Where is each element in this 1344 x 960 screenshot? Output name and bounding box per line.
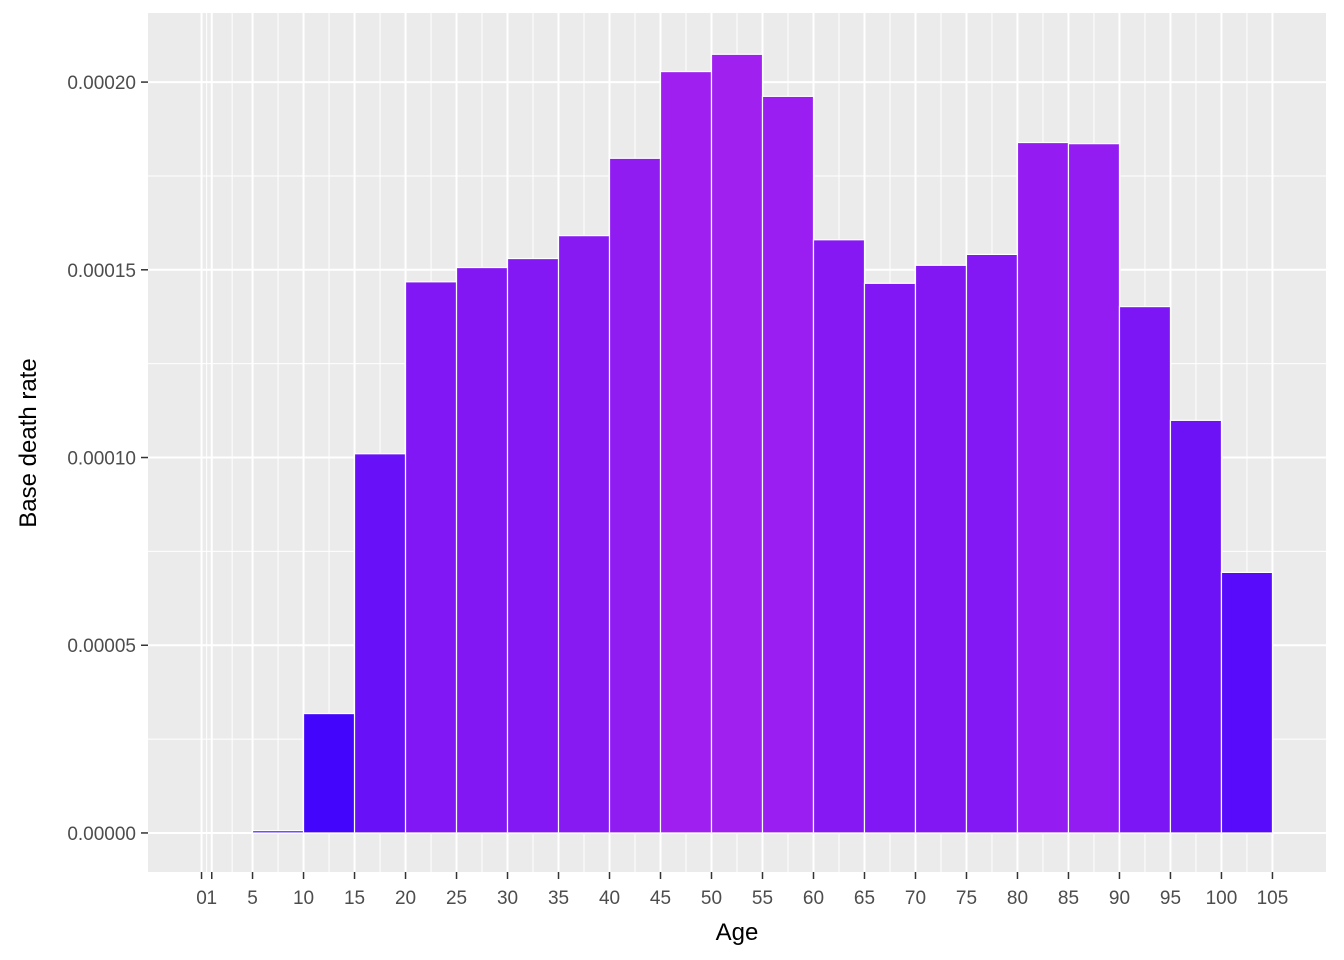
y-tick-label: 0.00010 (67, 449, 136, 470)
bar (1220, 571, 1274, 834)
bar (863, 282, 917, 834)
x-tick-label: 60 (803, 888, 824, 909)
x-tick-label: 70 (905, 888, 926, 909)
x-tick-label: 80 (1007, 888, 1028, 909)
y-tick-label: 0.00015 (67, 261, 136, 282)
x-tick-label: 65 (854, 888, 875, 909)
bar (557, 235, 611, 834)
bar (1067, 143, 1121, 834)
x-axis-title: Age (716, 919, 759, 946)
x-tick-label: 85 (1058, 888, 1079, 909)
y-axis: 0.00000 0.00005 0.00010 0.00015 0.00020 (67, 73, 148, 845)
x-tick-label: 0 (196, 888, 207, 909)
bar (761, 95, 815, 834)
bars-group (251, 53, 1274, 834)
x-tick-label: 5 (247, 888, 258, 909)
x-tick-label: 75 (956, 888, 977, 909)
bar (1118, 305, 1172, 834)
x-tick-label: 25 (446, 888, 467, 909)
bar (710, 53, 764, 834)
x-tick-label: 20 (395, 888, 416, 909)
y-axis-title: Base death rate (15, 358, 42, 527)
bar (455, 266, 509, 834)
bar (302, 712, 356, 834)
x-tick-label: 40 (599, 888, 620, 909)
bar (353, 453, 407, 834)
x-tick-label: 100 (1206, 888, 1238, 909)
bar (251, 830, 305, 834)
y-tick-label: 0.00020 (67, 73, 136, 94)
x-tick-label: 35 (548, 888, 569, 909)
x-axis: 0 1 5 10 15 20 25 30 35 40 45 50 55 60 65 70 75 80 85 90 95 1… (196, 872, 1288, 909)
bar (608, 157, 662, 834)
x-tick-label: 50 (701, 888, 722, 909)
bar (1169, 419, 1223, 834)
x-tick-label: 105 (1257, 888, 1289, 909)
x-tick-label: 1 (206, 888, 217, 909)
bar (914, 264, 968, 834)
bar (812, 239, 866, 834)
bar (1016, 141, 1070, 834)
bar (506, 257, 560, 834)
x-tick-label: 55 (752, 888, 773, 909)
x-tick-label: 95 (1160, 888, 1181, 909)
bar (659, 70, 713, 834)
x-tick-label: 30 (497, 888, 518, 909)
bar (965, 253, 1019, 834)
y-tick-label: 0.00000 (67, 824, 136, 845)
bar (404, 281, 458, 834)
y-tick-label: 0.00005 (67, 636, 136, 657)
x-tick-label: 10 (293, 888, 314, 909)
x-tick-label: 15 (344, 888, 365, 909)
x-tick-label: 45 (650, 888, 671, 909)
x-tick-label: 90 (1109, 888, 1130, 909)
